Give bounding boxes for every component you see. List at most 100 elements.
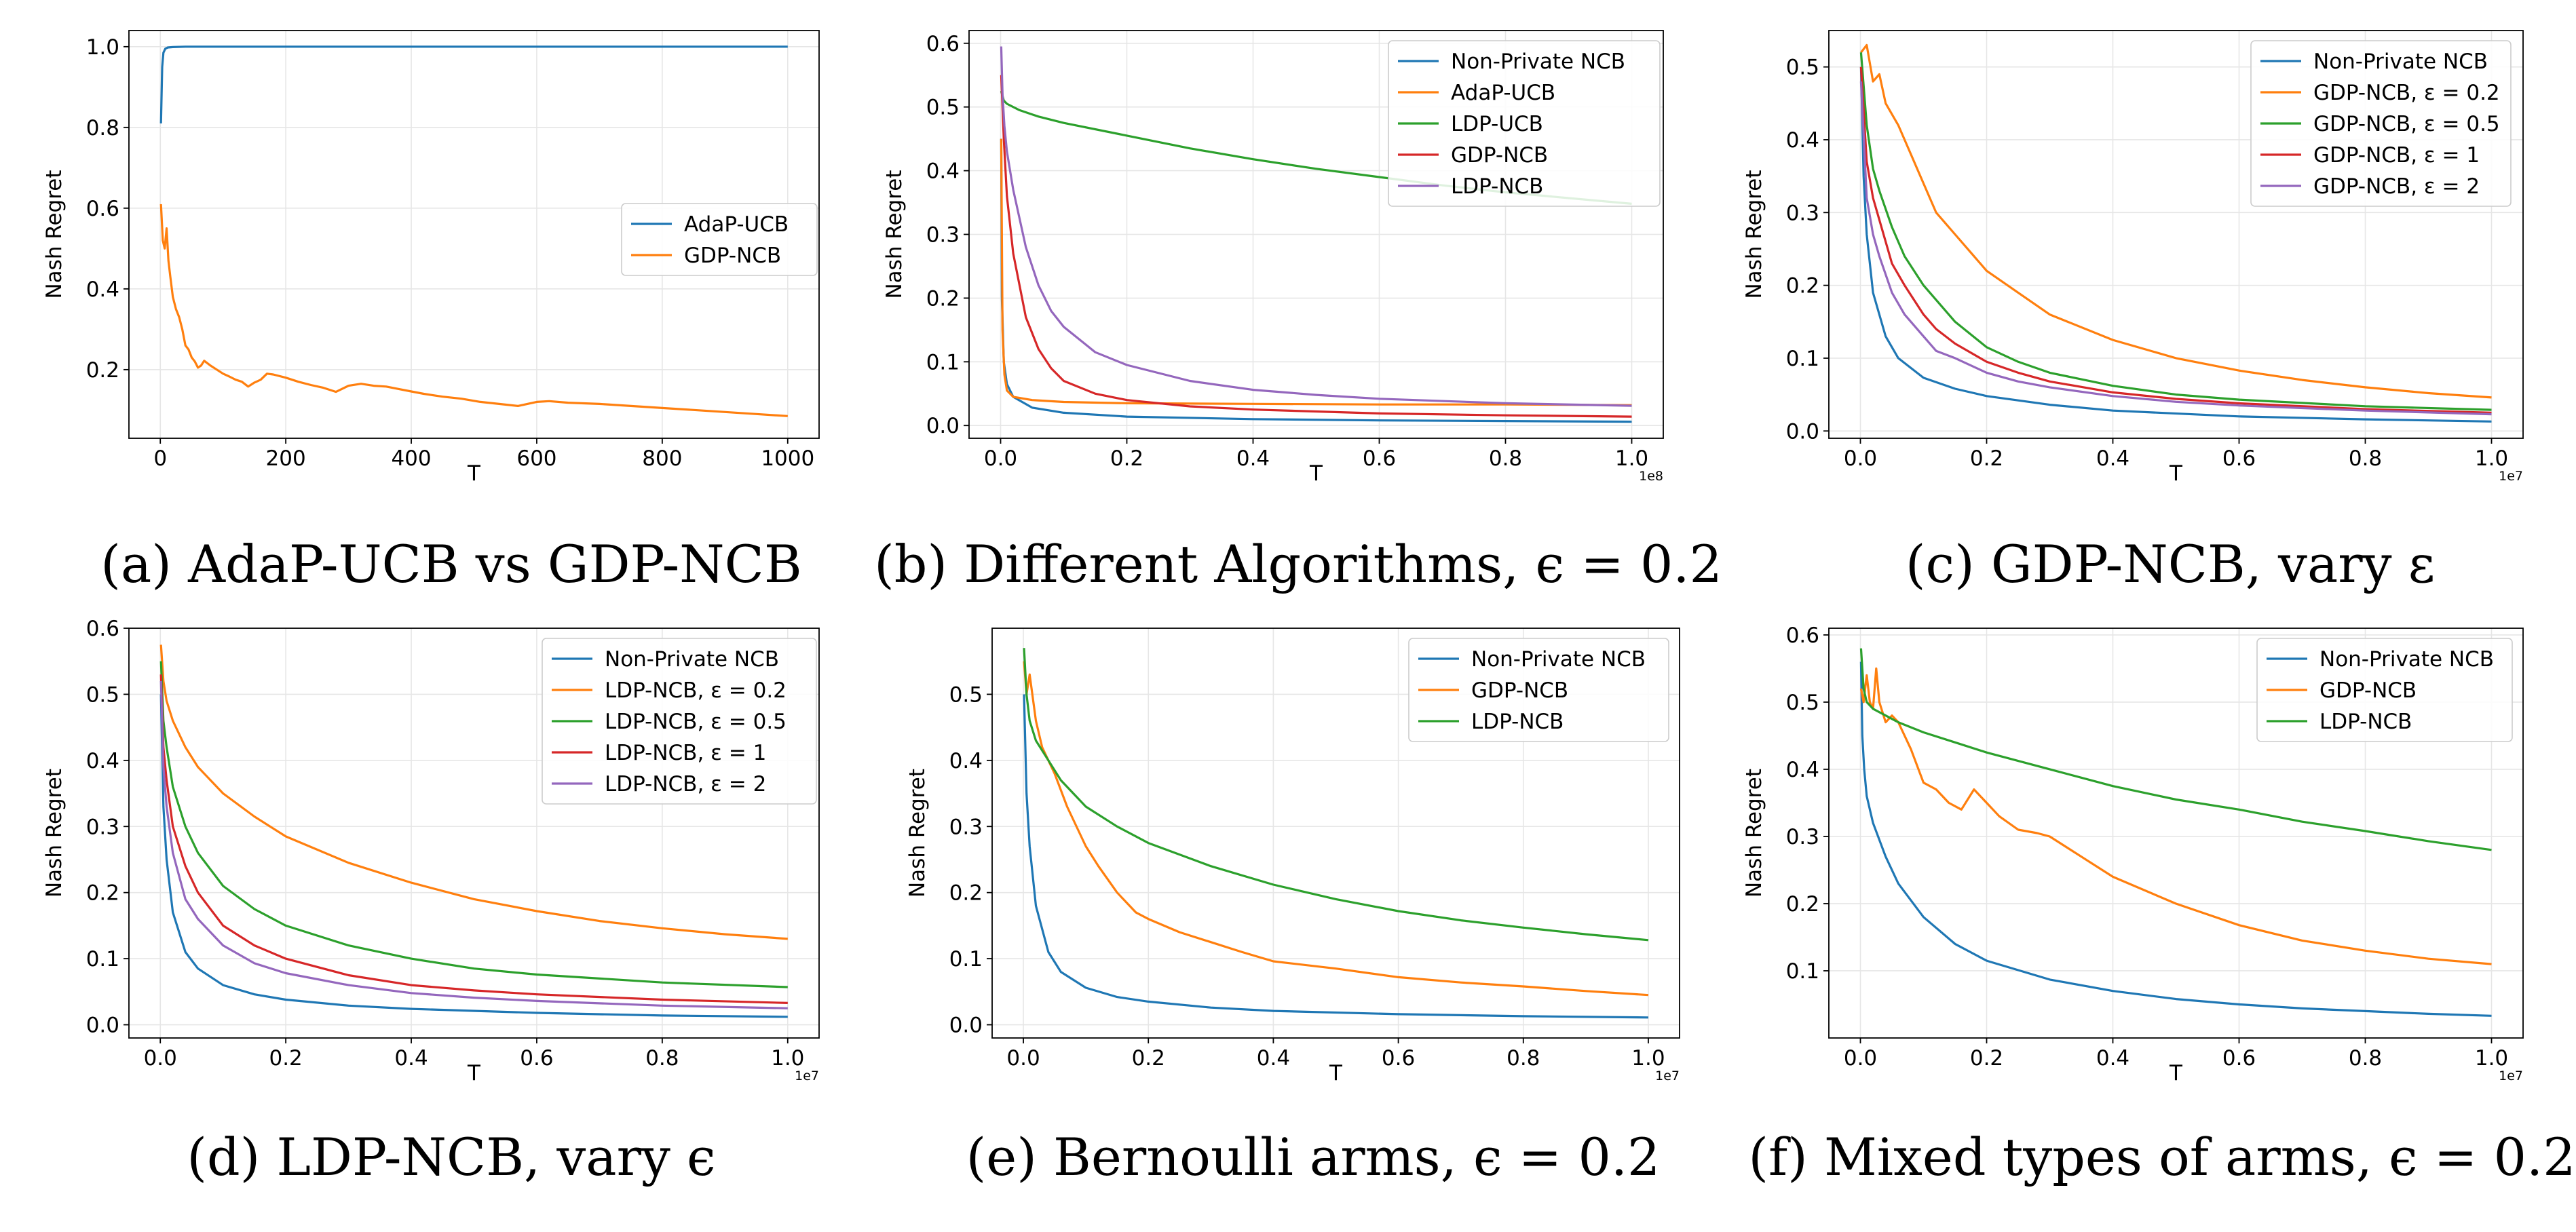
series-line-1 [159,45,788,123]
y-axis-label: Nash Regret [42,170,67,299]
x-tick-label: 1.0 [1615,446,1648,471]
legend-label-5: LDP-NCB [1451,174,1543,199]
y-tick-label: 0.0 [926,414,960,438]
legend-label-1: Non-Private NCB [605,647,779,672]
x-tick-label: 1.0 [2475,1046,2508,1071]
legend-label-4: GDP-NCB, ε = 1 [2313,143,2480,168]
x-tick-label: 0.2 [269,1046,302,1071]
x-tick-label: 0.4 [2096,446,2129,471]
x-tick-label: 400 [391,446,431,471]
y-tick-label: 0.5 [1786,691,1819,715]
chart-panel-f: 0.0 0.2 0.4 0.6 0.8 1.0 0.1 0.2 0.3 0.4 0.5 0.6 1e7 T… [1742,623,2576,1187]
x-tick-label: 1.0 [1631,1046,1665,1071]
series-line-3 [159,661,788,988]
x-tick-label: 200 [266,446,306,471]
x-axis-label: T [467,1061,481,1085]
series-line-1 [1859,661,2492,1017]
axes-frame [1828,30,2524,439]
legend-label-4: GDP-NCB [1451,143,1548,168]
legend-label-3: LDP-UCB [1451,112,1543,136]
legend-label-5: GDP-NCB, ε = 2 [2313,174,2480,199]
legend-box [542,638,817,805]
series-line-5 [1000,46,1632,407]
x-tick-label: 1.0 [771,1046,804,1071]
x-tick-label: 0.4 [2096,1046,2129,1071]
x-tick-label: 0.6 [1363,446,1396,471]
x-axis-label: T [1329,1061,1343,1085]
legend-label-2: GDP-NCB, ε = 0.2 [2313,81,2500,105]
series-line-1 [159,694,788,1018]
y-tick-label: 0.4 [1786,128,1819,153]
y-tick-label: 0.5 [926,96,960,120]
legend-box [1408,638,1669,742]
x-tick-label: 0.0 [144,1046,177,1071]
series-line-2 [1023,661,1649,997]
x-offset-text: 1e7 [2499,1069,2523,1083]
y-tick-label: 0.6 [1786,623,1819,648]
y-tick-label: 0.0 [949,1014,983,1038]
axes-frame [991,628,1680,1039]
axes-frame [128,30,820,439]
x-tick-label: 800 [642,446,682,471]
chart-panel-a: 0 200 400 600 800 1000 0.2 0.4 0.6 0.8 1.0 T Nash Re… [42,30,820,594]
series-line-2 [1860,43,2492,399]
legend-label-1: AdaP-UCB [684,212,789,237]
x-offset-text: 1e7 [1655,1069,1680,1083]
y-tick-label: 0.1 [1786,959,1819,984]
x-axis-label: T [2169,461,2183,486]
x-tick-label: 0.4 [394,1046,428,1071]
panel-caption: (a) AdaP-UCB vs GDP-NCB [100,534,801,594]
y-tick-label: 0.0 [1786,419,1819,444]
y-tick-label: 0.3 [1786,201,1819,225]
chart-panel-b: 0.0 0.2 0.4 0.6 0.8 1.0 0.0 0.1 0.2 0.3 0.4 0.5 0.6 1… [874,30,1722,594]
legend-box [2256,638,2513,742]
axes-frame [128,628,820,1039]
y-tick-label: 0.1 [949,947,983,971]
x-tick-label: 0.8 [645,1046,679,1071]
y-tick-label: 0.1 [1786,347,1819,371]
x-tick-label: 0.0 [984,446,1017,471]
y-tick-label: 0.4 [949,749,983,773]
legend-label-1: Non-Private NCB [1471,647,1646,672]
x-tick-label: 0.8 [1489,446,1522,471]
y-axis-label: Nash Regret [1742,170,1766,299]
y-tick-label: 0.6 [86,617,119,641]
panel-caption: (b) Different Algorithms, ϵ = 0.2 [874,534,1722,594]
y-tick-label: 0.2 [86,881,119,906]
y-tick-label: 0.4 [926,159,960,184]
panel-caption: (e) Bernoulli arms, ϵ = 0.2 [966,1127,1661,1187]
x-tick-label: 0.2 [1970,446,2003,471]
y-tick-label: 0.4 [86,749,119,773]
y-tick-label: 0.3 [949,815,983,839]
x-axis-label: T [1309,461,1323,486]
series-line-4 [1859,66,2492,414]
series-line-5 [159,680,788,1009]
legend-label-3: LDP-NCB [1471,710,1564,734]
x-axis-label: T [467,461,481,486]
y-tick-label: 0.2 [949,881,983,906]
y-tick-label: 1.0 [86,35,119,60]
series-line-4 [1000,75,1632,418]
series-line-2 [1859,667,2492,965]
series-line-2 [159,204,788,417]
legend-label-1: Non-Private NCB [2319,647,2494,672]
x-tick-label: 0.2 [1970,1046,2003,1071]
series-line-4 [159,674,788,1004]
y-tick-label: 0.1 [86,947,119,971]
series-line-5 [1859,81,2492,416]
x-tick-label: 1000 [761,446,814,471]
y-tick-label: 0.3 [1786,825,1819,849]
x-offset-text: 1e8 [1639,469,1663,484]
series-line-1 [1023,694,1649,1019]
series-line-3 [1023,648,1649,942]
legend-label-5: LDP-NCB, ε = 2 [605,772,766,796]
x-axis-label: T [2169,1061,2183,1085]
legend-label-1: Non-Private NCB [2313,50,2488,74]
x-tick-label: 0.2 [1132,1046,1165,1071]
chart-panel-c: 0.0 0.2 0.4 0.6 0.8 1.0 0.0 0.1 0.2 0.3 0.4 0.5 1e7 T… [1742,30,2524,594]
x-tick-label: 0.6 [2222,1046,2256,1071]
legend-label-2: LDP-NCB, ε = 0.2 [605,678,787,703]
chart-panel-e: 0.0 0.2 0.4 0.6 0.8 1.0 0.0 0.1 0.2 0.3 0.4 0.5 1e7 T… [905,628,1680,1187]
y-tick-label: 0.5 [949,682,983,707]
y-tick-label: 0.2 [86,358,119,383]
